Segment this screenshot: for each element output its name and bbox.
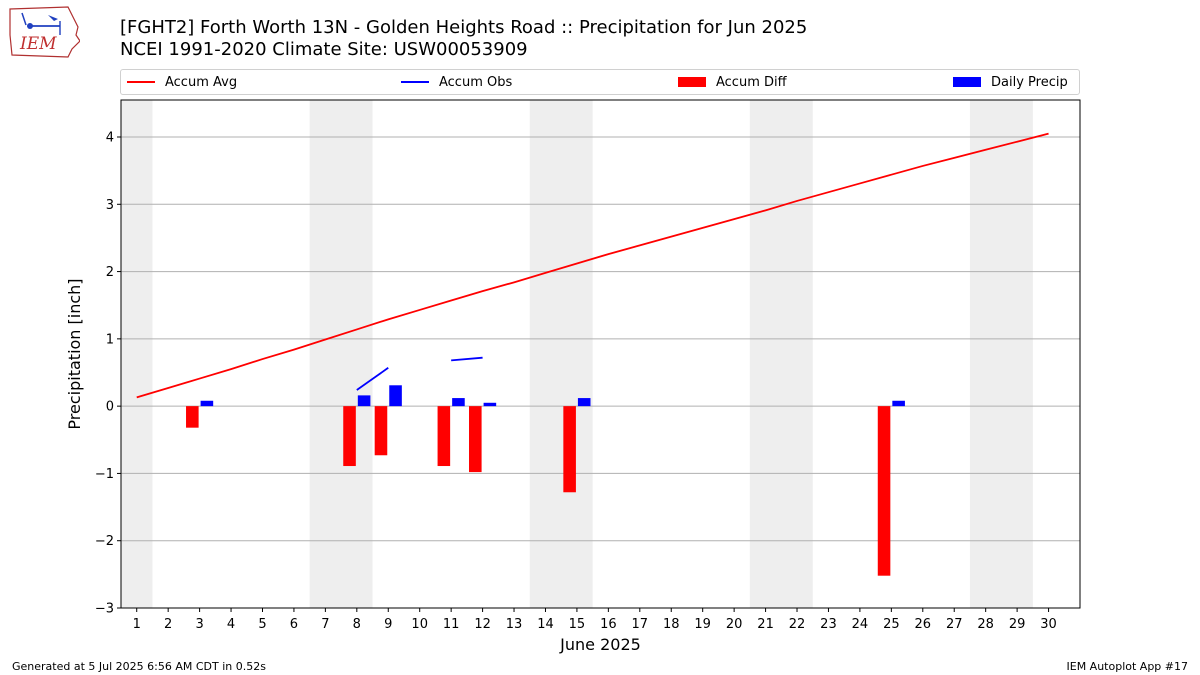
accum-diff-bar xyxy=(563,406,576,493)
plot-frame xyxy=(120,99,1081,609)
x-tick-label: 30 xyxy=(1040,617,1057,632)
weekend-band xyxy=(529,100,593,608)
legend-swatch xyxy=(401,81,429,83)
chart-subtitle: NCEI 1991-2020 Climate Site: USW00053909 xyxy=(120,39,528,60)
lines xyxy=(136,132,1049,399)
x-tick-label: 27 xyxy=(946,617,963,632)
chart-title: [FGHT2] Forth Worth 13N - Golden Heights… xyxy=(120,17,808,38)
daily-precip-bar xyxy=(389,385,402,407)
footer-generated: Generated at 5 Jul 2025 6:56 AM CDT in 0… xyxy=(12,660,266,673)
x-tick-label: 23 xyxy=(820,617,837,632)
x-tick-label: 19 xyxy=(694,617,711,632)
x-tick-label: 9 xyxy=(384,617,392,632)
legend-swatch xyxy=(953,77,981,87)
accum-avg-line xyxy=(136,132,1049,399)
accum-diff-bar xyxy=(374,406,388,456)
x-tick-label: 8 xyxy=(353,617,361,632)
svg-text:IEM: IEM xyxy=(19,34,57,54)
x-tick-label: 1 xyxy=(133,617,141,632)
accum-diff-bar xyxy=(437,406,451,467)
x-tick-label: 14 xyxy=(537,617,554,632)
legend-swatch xyxy=(678,77,706,87)
legend: Accum Avg Accum Obs Accum Diff Daily Pre… xyxy=(120,69,1080,95)
legend-label: Accum Avg xyxy=(165,74,238,90)
footer-app: IEM Autoplot App #17 xyxy=(1066,660,1189,673)
x-tick-label: 28 xyxy=(977,617,994,632)
legend-item-accum-obs: Accum Obs xyxy=(401,70,512,94)
legend-item-accum-diff: Accum Diff xyxy=(678,70,787,94)
accum-diff-bar xyxy=(469,406,482,473)
x-tick-label: 20 xyxy=(726,617,743,632)
x-tick-label: 29 xyxy=(1009,617,1026,632)
accum-diff-bar xyxy=(877,406,891,576)
legend-item-daily-precip: Daily Precip xyxy=(953,70,1068,94)
legend-swatch xyxy=(127,81,155,83)
bars xyxy=(186,385,905,576)
y-tick-label: 2 xyxy=(106,265,114,280)
x-tick-label: 26 xyxy=(915,617,932,632)
x-tick-label: 7 xyxy=(321,617,329,632)
legend-label: Daily Precip xyxy=(991,74,1068,90)
y-tick-label: 0 xyxy=(106,400,114,415)
daily-precip-bar xyxy=(483,402,497,407)
accum-obs-line xyxy=(356,367,389,391)
weekend-band xyxy=(969,100,1033,608)
x-tick-label: 25 xyxy=(883,617,900,632)
weekend-band xyxy=(749,100,813,608)
y-tick-label: −3 xyxy=(95,602,114,617)
daily-precip-bar xyxy=(357,395,371,407)
x-tick-label: 21 xyxy=(757,617,774,632)
y-tick-label: −1 xyxy=(95,467,114,482)
x-tick-label: 15 xyxy=(569,617,586,632)
legend-item-accum-avg: Accum Avg xyxy=(127,70,237,94)
y-tick-label: 1 xyxy=(106,332,114,347)
x-tick-label: 12 xyxy=(474,617,491,632)
x-tick-label: 4 xyxy=(227,617,235,632)
x-tick-label: 17 xyxy=(632,617,649,632)
iem-logo-icon: IEM xyxy=(8,5,81,63)
x-tick-label: 5 xyxy=(258,617,266,632)
y-tick-label: −2 xyxy=(95,534,114,549)
x-tick-label: 2 xyxy=(164,617,172,632)
daily-precip-bar xyxy=(200,400,214,407)
x-tick-label: 13 xyxy=(506,617,523,632)
x-tick-label: 6 xyxy=(290,617,298,632)
legend-label: Accum Obs xyxy=(439,74,513,90)
x-tick-label: 24 xyxy=(852,617,869,632)
x-tick-label: 22 xyxy=(789,617,806,632)
gridlines xyxy=(121,136,1080,609)
weekend-shading xyxy=(121,100,1033,608)
y-tick-label: 4 xyxy=(106,131,114,146)
x-tick-label: 3 xyxy=(195,617,203,632)
accum-obs-line xyxy=(451,356,483,362)
x-tick-label: 18 xyxy=(663,617,680,632)
x-tick-label: 16 xyxy=(600,617,617,632)
accum-diff-bar xyxy=(343,406,356,467)
legend-label: Accum Diff xyxy=(716,74,787,90)
x-tick-label: 10 xyxy=(411,617,428,632)
daily-precip-bar xyxy=(452,398,465,407)
daily-precip-bar xyxy=(892,400,905,407)
y-axis-label: Precipitation [inch] xyxy=(65,278,84,429)
accum-diff-bar xyxy=(186,406,199,428)
weekend-band xyxy=(121,100,153,608)
daily-precip-bar xyxy=(577,398,591,407)
y-tick-label: 3 xyxy=(106,198,114,213)
x-axis-label: June 2025 xyxy=(559,635,641,654)
weekend-band xyxy=(309,100,373,608)
x-tick-label: 11 xyxy=(443,617,460,632)
